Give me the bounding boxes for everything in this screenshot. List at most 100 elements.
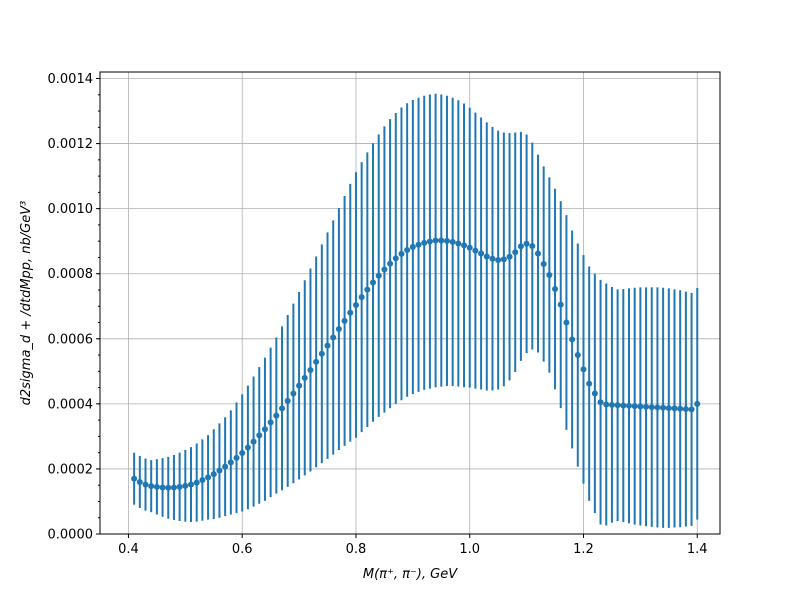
data-point [352,301,359,308]
data-point [432,237,439,244]
data-point [142,481,149,488]
data-point [341,317,348,324]
data-point [176,483,183,490]
data-point [500,256,507,263]
data-point [250,438,257,445]
data-point [603,401,610,408]
data-point [495,257,502,264]
data-point [370,279,377,286]
x-tick-label: 0.6 [232,542,253,557]
data-point [318,350,325,357]
data-point [586,380,593,387]
data-point [546,272,553,279]
data-point [506,253,513,260]
data-point [222,463,229,470]
x-tick-label: 0.8 [346,542,367,557]
data-point [375,272,382,279]
y-tick-label: 0.0008 [48,267,94,282]
grid-lines [100,72,720,535]
data-point [131,475,138,482]
data-point [472,247,479,254]
y-tick-label: 0.0002 [48,462,94,477]
data-point [421,239,428,246]
data-point [552,286,559,293]
data-point [307,367,314,374]
data-point [392,255,399,262]
data-point [404,246,411,253]
data-point [153,483,160,490]
data-point [267,419,274,426]
data-point [227,459,234,466]
y-tick-label: 0.0014 [48,72,94,87]
error-bars [133,93,699,528]
data-point [591,390,598,397]
y-tick-label: 0.0006 [48,332,94,347]
data-point [483,253,490,260]
plot-frame [99,71,721,535]
data-point [182,482,189,489]
data-point [415,241,422,248]
data-point [244,444,251,451]
data-point [330,334,337,341]
data-point [273,412,280,419]
x-tick-label: 1.2 [573,542,594,557]
data-point [449,238,456,245]
data-point [381,266,388,273]
data-point [188,481,195,488]
data-point [233,454,240,461]
x-tick-label: 1.0 [459,542,480,557]
data-point [261,426,268,433]
data-points [131,237,701,491]
data-point [665,405,672,412]
x-tick-label: 0.4 [118,542,139,557]
data-point [136,478,143,485]
data-point [324,342,331,349]
y-tick-label: 0.0012 [48,137,94,152]
data-point [438,237,445,244]
data-point [193,479,200,486]
data-point [517,243,524,250]
data-point [461,242,468,249]
data-point [677,405,684,412]
data-point [210,471,217,478]
data-point [165,484,172,491]
y-tick-label: 0.0010 [48,202,94,217]
data-point [671,405,678,412]
data-point [296,382,303,389]
data-point [512,249,519,256]
data-point [614,402,621,409]
data-point [563,319,570,326]
data-point [409,244,416,251]
data-point [534,250,541,257]
data-point [569,336,576,343]
data-point [597,399,604,406]
data-point [466,244,473,251]
data-point [580,366,587,373]
y-axis-label: d2sigma_d + /dtdMpp, nb/GeV³ [19,201,34,406]
data-point [290,390,297,397]
data-point [694,400,701,407]
data-point [608,401,615,408]
data-point [631,403,638,410]
data-point [398,250,405,257]
data-point [199,476,206,483]
data-point [284,397,291,404]
data-point [256,432,263,439]
data-point [682,406,689,413]
data-point [387,260,394,267]
data-point [335,326,342,333]
data-point [489,255,496,262]
data-point [540,260,547,267]
data-point [654,404,661,411]
data-point [358,294,365,301]
axis-ticks: 0.4 0.6 0.8 1.0 1.2 1.4 0.0000 0.0002 0.0004 0.00… [48,72,708,557]
data-point [648,404,655,411]
data-point [159,484,166,491]
data-point [279,405,286,412]
data-point [557,301,564,308]
y-tick-label: 0.0000 [48,528,94,543]
data-point [620,402,627,409]
data-point [660,404,667,411]
y-tick-label: 0.0004 [48,397,94,412]
